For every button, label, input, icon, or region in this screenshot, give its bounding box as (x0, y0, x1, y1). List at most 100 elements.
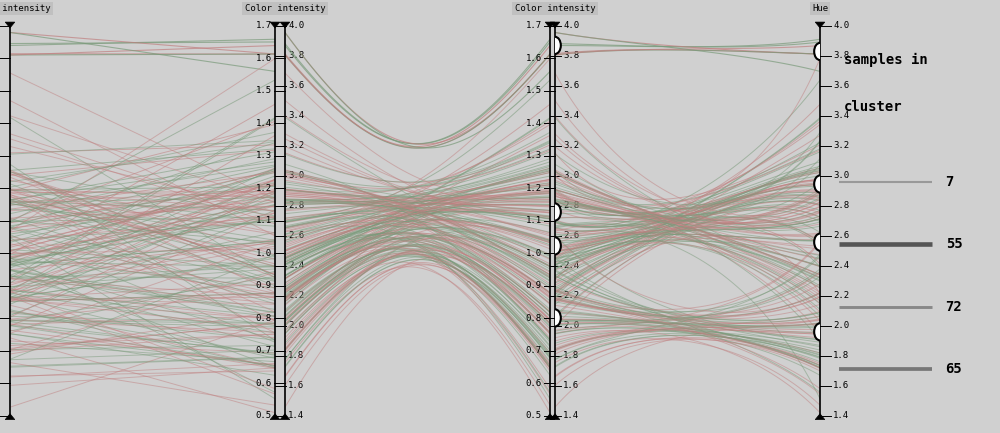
Text: 1.3: 1.3 (526, 152, 542, 160)
Polygon shape (280, 22, 290, 28)
Text: 0.6: 0.6 (256, 379, 272, 388)
Text: Color intensity: Color intensity (0, 4, 50, 13)
Text: 65: 65 (946, 362, 962, 376)
Text: 1.1: 1.1 (526, 216, 542, 225)
Polygon shape (550, 22, 560, 28)
Text: 3.4: 3.4 (833, 111, 849, 120)
Circle shape (549, 237, 561, 255)
Text: 0.8: 0.8 (256, 314, 272, 323)
Text: 1.8: 1.8 (833, 351, 849, 360)
Text: samples in: samples in (844, 53, 927, 68)
Polygon shape (545, 22, 555, 28)
Text: 2.0: 2.0 (288, 321, 304, 330)
Text: 3.0: 3.0 (563, 171, 579, 181)
Text: 1.2: 1.2 (526, 184, 542, 193)
Text: 2.2: 2.2 (288, 291, 304, 300)
Text: 4.0: 4.0 (833, 22, 849, 30)
Text: 2.8: 2.8 (563, 201, 579, 210)
Text: 7: 7 (946, 175, 954, 189)
Text: 1.4: 1.4 (256, 119, 272, 128)
Text: 1.4: 1.4 (526, 119, 542, 128)
Text: 1.7: 1.7 (256, 22, 272, 30)
Text: 0.5: 0.5 (256, 411, 272, 420)
Polygon shape (550, 414, 560, 420)
Circle shape (549, 204, 561, 220)
Text: 0.9: 0.9 (526, 281, 542, 290)
Text: 1.5: 1.5 (256, 87, 272, 95)
Text: 0.7: 0.7 (526, 346, 542, 355)
Text: 1.6: 1.6 (526, 54, 542, 63)
Circle shape (814, 175, 826, 193)
Text: 3.6: 3.6 (563, 81, 579, 90)
Text: 2.2: 2.2 (563, 291, 579, 300)
Text: 2.4: 2.4 (563, 261, 579, 270)
Text: 2.0: 2.0 (563, 321, 579, 330)
Text: 1.4: 1.4 (288, 411, 304, 420)
Circle shape (814, 43, 826, 60)
Text: 0.5: 0.5 (526, 411, 542, 420)
Text: 3.2: 3.2 (563, 142, 579, 150)
Text: cluster: cluster (844, 100, 902, 114)
Text: 0.9: 0.9 (256, 281, 272, 290)
Text: 3.0: 3.0 (833, 171, 849, 181)
Text: 1.4: 1.4 (563, 411, 579, 420)
Polygon shape (270, 414, 280, 420)
Text: 1.7: 1.7 (526, 22, 542, 30)
Circle shape (814, 323, 826, 340)
Text: 1.1: 1.1 (256, 216, 272, 225)
Text: Hue: Hue (812, 4, 828, 13)
Text: 3.2: 3.2 (288, 142, 304, 150)
Text: 2.6: 2.6 (288, 231, 304, 240)
Text: 1.5: 1.5 (526, 87, 542, 95)
Polygon shape (5, 22, 15, 28)
Text: 2.8: 2.8 (288, 201, 304, 210)
Text: 1.6: 1.6 (833, 381, 849, 390)
Circle shape (814, 233, 826, 251)
Text: 1.8: 1.8 (288, 351, 304, 360)
Text: 3.8: 3.8 (563, 52, 579, 61)
Polygon shape (270, 22, 280, 28)
Text: Color intensity: Color intensity (515, 4, 595, 13)
Text: 1.6: 1.6 (288, 381, 304, 390)
Text: Color intensity: Color intensity (245, 4, 325, 13)
Text: 4.0: 4.0 (563, 22, 579, 30)
Text: 55: 55 (946, 237, 962, 251)
Text: 1.6: 1.6 (256, 54, 272, 63)
Text: 2.2: 2.2 (833, 291, 849, 300)
Text: 1.0: 1.0 (256, 249, 272, 258)
Text: 3.2: 3.2 (833, 142, 849, 150)
Text: 2.4: 2.4 (833, 261, 849, 270)
Text: 2.6: 2.6 (563, 231, 579, 240)
Circle shape (549, 309, 561, 326)
Circle shape (549, 37, 561, 54)
Polygon shape (815, 22, 825, 28)
Text: 1.8: 1.8 (563, 351, 579, 360)
Text: 2.8: 2.8 (833, 201, 849, 210)
Text: 72: 72 (946, 300, 962, 313)
Polygon shape (280, 414, 290, 420)
Text: 0.6: 0.6 (526, 379, 542, 388)
Text: 3.6: 3.6 (288, 81, 304, 90)
Text: 1.6: 1.6 (563, 381, 579, 390)
Text: 4.0: 4.0 (288, 22, 304, 30)
Text: 1.4: 1.4 (833, 411, 849, 420)
Text: 3.8: 3.8 (833, 52, 849, 61)
Polygon shape (815, 414, 825, 420)
Text: 2.6: 2.6 (833, 231, 849, 240)
Text: Hue: Hue (542, 4, 558, 13)
Polygon shape (545, 414, 555, 420)
Text: 1.0: 1.0 (526, 249, 542, 258)
Text: 3.0: 3.0 (288, 171, 304, 181)
Text: 3.6: 3.6 (833, 81, 849, 90)
Text: 3.4: 3.4 (288, 111, 304, 120)
Text: 1.2: 1.2 (256, 184, 272, 193)
Text: 0.7: 0.7 (256, 346, 272, 355)
Text: 3.8: 3.8 (288, 52, 304, 61)
Text: 2.4: 2.4 (288, 261, 304, 270)
Text: 2.0: 2.0 (833, 321, 849, 330)
Text: 0.8: 0.8 (526, 314, 542, 323)
Text: Hue: Hue (267, 4, 283, 13)
Text: 3.4: 3.4 (563, 111, 579, 120)
Polygon shape (5, 414, 15, 420)
Text: 1.3: 1.3 (256, 152, 272, 160)
